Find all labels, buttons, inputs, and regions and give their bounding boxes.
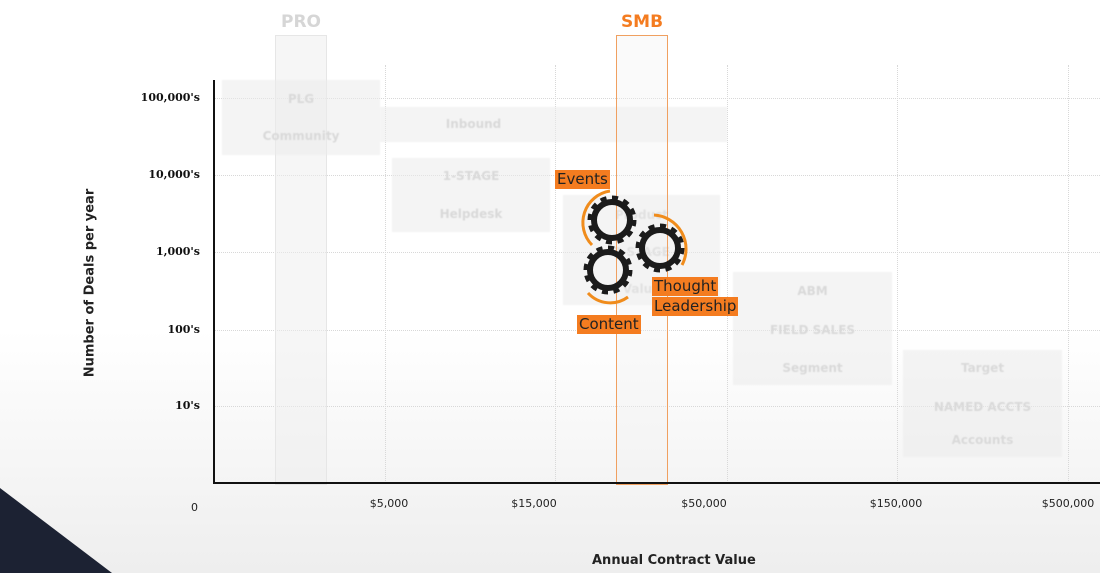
corner-decoration (0, 488, 112, 573)
y-axis-label: Number of Deals per year (82, 188, 98, 378)
gridline (385, 65, 386, 483)
y-tick: 1,000's (155, 245, 200, 258)
pro-label: PRO (280, 12, 321, 32)
box-text: Community (262, 129, 340, 143)
gridline (214, 330, 1100, 331)
gridline (897, 65, 898, 483)
x-tick: $150,000 (869, 497, 923, 510)
box-text: Target (960, 361, 1005, 375)
gridline (1068, 65, 1069, 483)
thought-tag: Thought (652, 277, 719, 296)
box-text: 1-STAGE (442, 169, 500, 183)
box-text: Accounts (951, 433, 1014, 447)
field-sales-box: ABM FIELD SALES Segment (733, 272, 892, 385)
box-text: Inbound (445, 117, 502, 131)
box-text: FIELD SALES (769, 323, 856, 337)
y-tick: 100,000's (140, 91, 200, 104)
y-tick: 10's (175, 399, 200, 412)
box-text: PLG (287, 92, 315, 106)
box-text: Helpdesk (439, 207, 503, 221)
gridline (555, 65, 556, 483)
smb-label: SMB (620, 12, 664, 32)
box-text: ABM (797, 284, 828, 298)
box-text: NAMED ACCTS (933, 400, 1032, 414)
y-axis (213, 80, 215, 484)
leadership-tag: Leadership (652, 297, 739, 316)
gridline (214, 98, 1100, 99)
gears-icon (581, 189, 688, 305)
content-tag: Content (577, 315, 641, 334)
x-axis (213, 482, 1100, 484)
x-tick: $5,000 (369, 497, 409, 510)
x-tick: $15,000 (511, 497, 557, 510)
events-tag: Events (555, 170, 610, 189)
plg-box: PLG Community (222, 80, 380, 155)
one-stage-box: 1-STAGE Helpdesk (392, 158, 550, 232)
gridline (214, 406, 1100, 407)
box-text: Value (622, 282, 661, 296)
gridline (214, 175, 1100, 176)
x-tick: $50,000 (681, 497, 727, 510)
y-tick: 10,000's (148, 168, 200, 181)
box-text: Segment (782, 361, 843, 375)
x-axis-label: Annual Contract Value (592, 553, 756, 568)
named-accts-box: Target NAMED ACCTS Accounts (903, 350, 1062, 457)
gridline (727, 65, 728, 483)
x-tick: $500,000 (1041, 497, 1095, 510)
origin-label: 0 (191, 501, 198, 514)
inbound-box: Inbound (380, 107, 727, 142)
y-tick: 100's (167, 323, 200, 336)
